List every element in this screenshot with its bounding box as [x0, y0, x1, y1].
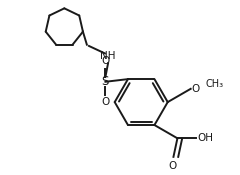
Text: O: O	[101, 97, 109, 107]
Text: O: O	[101, 56, 109, 66]
Text: O: O	[168, 161, 176, 171]
Text: OH: OH	[197, 133, 213, 143]
Text: S: S	[102, 75, 109, 88]
Text: NH: NH	[100, 51, 116, 61]
Text: O: O	[192, 84, 200, 94]
Text: CH₃: CH₃	[205, 79, 223, 89]
